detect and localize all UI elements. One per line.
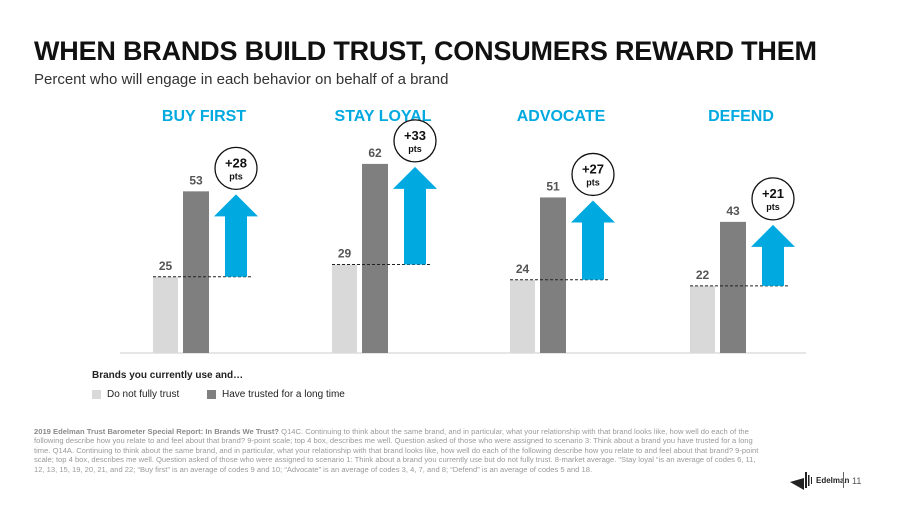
legend-swatch xyxy=(92,390,101,399)
value-label: 29 xyxy=(338,247,352,261)
difference-value: +21 xyxy=(762,186,784,201)
difference-value: +28 xyxy=(225,155,247,170)
legend-label: Have trusted for a long time xyxy=(222,389,345,400)
difference-unit: pts xyxy=(229,171,243,181)
legend-title: Brands you currently use and… xyxy=(92,370,244,381)
difference-badge xyxy=(214,146,258,191)
page-number: 11 xyxy=(852,476,862,486)
page-subtitle: Percent who will engage in each behavior… xyxy=(34,71,449,88)
value-label: 22 xyxy=(696,268,710,282)
legend-item-trusted: Have trusted for a long time xyxy=(207,389,345,400)
bar-not-trust xyxy=(332,264,357,353)
bar-not-trust xyxy=(510,279,535,353)
footnote: 2019 Edelman Trust Barometer Special Rep… xyxy=(34,427,764,474)
legend-item-not-trust: Do not fully trust xyxy=(92,389,179,400)
increase-arrow-icon xyxy=(751,224,795,286)
bar-not-trust xyxy=(690,285,715,353)
bar-trusted xyxy=(720,221,746,353)
page-title: WHEN BRANDS BUILD TRUST, CONSUMERS REWAR… xyxy=(34,36,817,66)
category-label: DEFEND xyxy=(708,108,774,125)
footnote-source: 2019 Edelman Trust Barometer Special Rep… xyxy=(34,427,280,436)
difference-badge xyxy=(571,152,615,197)
value-label: 24 xyxy=(516,262,530,276)
edelman-logo-icon xyxy=(790,472,812,490)
difference-unit: pts xyxy=(408,144,422,154)
divider xyxy=(843,472,844,488)
bar-trusted xyxy=(540,197,566,353)
category-label: ADVOCATE xyxy=(517,108,606,125)
value-label: 43 xyxy=(726,204,740,218)
value-label: 25 xyxy=(159,259,173,273)
difference-unit: pts xyxy=(586,177,600,187)
difference-value: +27 xyxy=(582,161,604,176)
footnote-text: Q14C. Continuing to think about the same… xyxy=(34,427,759,474)
difference-value: +33 xyxy=(404,128,426,143)
bar-trusted xyxy=(362,163,388,353)
bar-trusted xyxy=(183,191,209,353)
increase-arrow-icon xyxy=(214,194,258,277)
increase-arrow-icon xyxy=(393,166,437,265)
difference-badge xyxy=(751,177,795,221)
difference-unit: pts xyxy=(766,202,780,212)
legend-swatch xyxy=(207,390,216,399)
edelman-logo: Edelman xyxy=(790,470,849,490)
value-label: 51 xyxy=(546,179,560,193)
legend-label: Do not fully trust xyxy=(107,389,180,400)
difference-badge xyxy=(393,119,437,163)
category-label: BUY FIRST xyxy=(162,108,246,125)
logo-text: Edelman xyxy=(816,475,850,485)
value-label: 62 xyxy=(368,146,382,160)
bar-not-trust xyxy=(153,276,178,353)
increase-arrow-icon xyxy=(571,200,615,280)
value-label: 53 xyxy=(189,173,203,187)
